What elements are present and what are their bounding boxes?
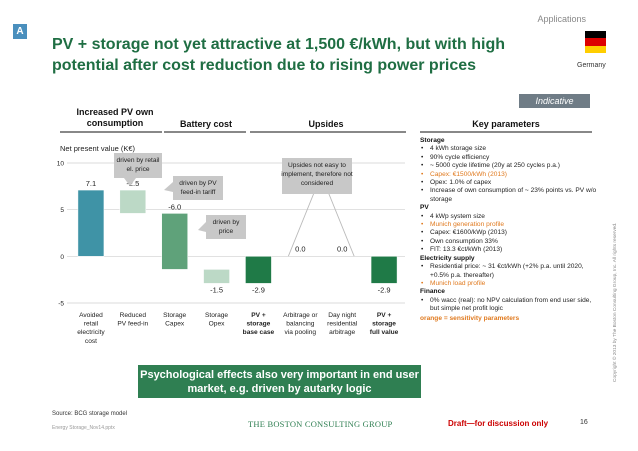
header-increased-pv: Increased PV own consumption bbox=[76, 107, 154, 128]
x-tick-label: Day night residential arbitrage bbox=[327, 312, 358, 336]
company-logo: THE BOSTON CONSULTING GROUP bbox=[248, 419, 393, 429]
header-upsides: Upsides bbox=[308, 119, 344, 129]
params-electricity-heading: Electricity supply bbox=[420, 254, 475, 262]
data-label: -2.9 bbox=[378, 285, 391, 294]
callout-box bbox=[114, 153, 162, 178]
params-pv-list: 4 kWp system sizeMunich generation profi… bbox=[420, 213, 600, 255]
param-item: Own consumption 33% bbox=[420, 238, 600, 247]
bar bbox=[370, 256, 398, 284]
callout-text: driven by price bbox=[213, 219, 240, 235]
x-tick-label: Avoided retail electricity cost bbox=[77, 312, 105, 345]
header-rule bbox=[164, 131, 246, 133]
param-item: Opex: 1.0% of capex bbox=[420, 179, 600, 188]
x-tick-label: Storage Opex bbox=[205, 312, 228, 328]
y-tick-label: 10 bbox=[57, 161, 65, 168]
params-electricity-list: Residential price: ~ 31 €ct/kWh (+2% p.a… bbox=[420, 263, 600, 289]
data-label: -2.9 bbox=[252, 285, 265, 294]
y-tick-label: 5 bbox=[60, 207, 64, 214]
params-storage-list: 4 kWh storage size90% cycle efficiency~ … bbox=[420, 145, 600, 204]
bar bbox=[245, 256, 272, 284]
bar bbox=[77, 189, 105, 257]
country-label: Germany bbox=[577, 62, 606, 69]
params-finance-heading: Finance bbox=[420, 288, 445, 296]
copyright-notice: Copyright © 2013 by The Boston Consultin… bbox=[613, 222, 618, 382]
callout-text: driven by PV feed-in tariff bbox=[179, 180, 217, 196]
key-parameters-panel: Storage 4 kWh storage size90% cycle effi… bbox=[420, 137, 600, 323]
callout-box bbox=[173, 176, 223, 200]
x-tick-label: PV + storage base case bbox=[243, 312, 275, 336]
y-tick-label: -5 bbox=[58, 301, 64, 308]
data-label: 7.1 bbox=[86, 179, 96, 188]
draft-label: Draft—for discussion only bbox=[448, 419, 549, 428]
param-item: Capex: €1500/kWh (2013) bbox=[420, 171, 600, 180]
source-note: Source: BCG storage model bbox=[52, 411, 128, 417]
data-label: 0.0 bbox=[295, 244, 305, 253]
page-number: 16 bbox=[580, 419, 588, 426]
callout-tail bbox=[124, 178, 136, 186]
param-item: Increase of own consumption of ~ 23% poi… bbox=[420, 187, 600, 204]
param-item: 4 kWh storage size bbox=[420, 145, 600, 154]
header-rule bbox=[250, 131, 406, 133]
callout-box bbox=[206, 215, 246, 239]
callout-tail bbox=[164, 182, 173, 192]
header-battery-cost: Battery cost bbox=[179, 119, 233, 129]
x-tick-label: PV + storage full value bbox=[370, 312, 399, 336]
param-item: 0% wacc (real): no NPV calculation from … bbox=[420, 297, 600, 314]
bar bbox=[161, 213, 188, 270]
slide-title: PV + storage not yet attractive at 1,500… bbox=[52, 36, 505, 74]
header-rule bbox=[420, 131, 592, 133]
param-item: FIT: 13.3 €ct/kWh (2013) bbox=[420, 246, 600, 255]
indicative-tag: Indicative bbox=[519, 94, 590, 108]
bar bbox=[119, 189, 147, 214]
y-tick-label: 0 bbox=[60, 254, 64, 261]
params-pv-heading: PV bbox=[420, 204, 429, 212]
insight-banner: Psychological effects also very importan… bbox=[138, 365, 421, 398]
param-item: 90% cycle efficiency bbox=[420, 154, 600, 163]
param-item: Capex: €1600/kWp (2013) bbox=[420, 229, 600, 238]
data-label: -2.5 bbox=[126, 179, 139, 188]
data-label: -1.5 bbox=[210, 285, 223, 294]
callout-text: driven by retail el. price bbox=[117, 157, 160, 173]
params-finance-list: 0% wacc (real): no NPV calculation from … bbox=[420, 297, 600, 314]
bar bbox=[329, 283, 356, 285]
x-tick-label: Reduced PV feed-in bbox=[117, 312, 148, 328]
section-label: Applications bbox=[537, 14, 586, 24]
bar bbox=[203, 269, 230, 284]
header-key-parameters: Key parameters bbox=[472, 119, 540, 129]
section-badge: A bbox=[13, 24, 27, 39]
params-note: orange = sensitivity parameters bbox=[420, 314, 520, 322]
header-rule bbox=[60, 131, 162, 133]
file-name: Energy Storage_Nov14.pptx bbox=[52, 425, 115, 431]
param-item: Munich generation profile bbox=[420, 221, 600, 230]
waterfall-chart: Net present value (K€) -5 0 5 10 7.1 -2.5 -6.0 -… bbox=[57, 144, 405, 345]
callout-box bbox=[282, 158, 352, 194]
param-item: 4 kWp system size bbox=[420, 213, 600, 222]
data-label: 0.0 bbox=[337, 244, 347, 253]
param-item: Residential price: ~ 31 €ct/kWh (+2% p.a… bbox=[420, 263, 600, 280]
x-tick-label: Storage Capex bbox=[163, 312, 186, 328]
bar bbox=[287, 283, 314, 285]
callout-tail bbox=[198, 222, 206, 232]
data-label: -6.0 bbox=[168, 202, 181, 211]
params-storage-heading: Storage bbox=[420, 137, 445, 144]
x-tick-label: Arbitrage or balancing via pooling bbox=[283, 312, 318, 336]
param-item: ~ 5000 cycle lifetime (20y at 250 cycles… bbox=[420, 162, 600, 171]
callout-text: Upsides not easy to implement, therefore … bbox=[281, 162, 353, 187]
param-item: Munich load profile bbox=[420, 280, 600, 289]
y-axis-label: Net present value (K€) bbox=[60, 144, 136, 153]
germany-flag-icon bbox=[585, 31, 606, 54]
